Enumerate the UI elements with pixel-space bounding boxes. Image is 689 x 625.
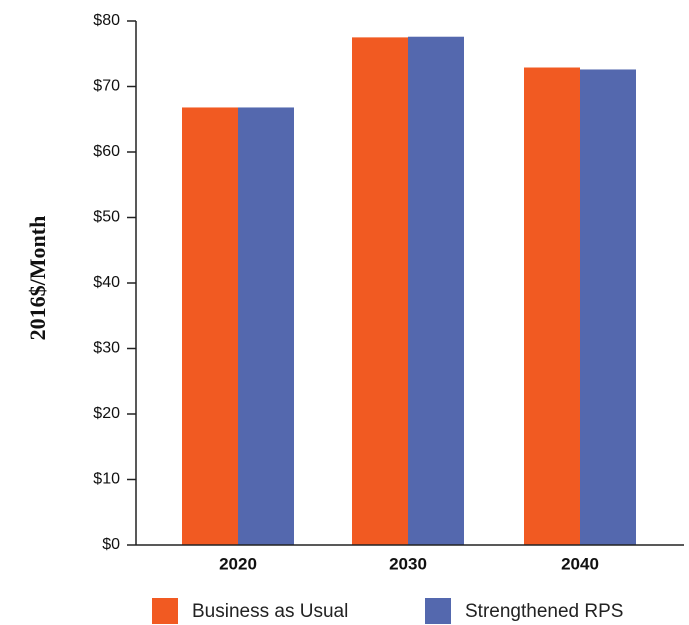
y-axis-label: 2016$/Month	[25, 216, 50, 341]
legend-swatch-business-as-usual	[152, 598, 178, 624]
bar-business-as-usual-2020	[182, 107, 238, 546]
y-tick-label: $50	[93, 209, 120, 226]
legend-label: Strengthened RPS	[465, 601, 623, 622]
x-tick-label: 2030	[389, 554, 427, 573]
bar-business-as-usual-2040	[524, 67, 580, 545]
bar-strengthened-rps-2040	[580, 69, 636, 545]
legend: Business as Usual Strengthened RPS	[152, 598, 623, 624]
legend-swatch-strengthened-rps	[425, 598, 451, 624]
bar-strengthened-rps-2020	[238, 107, 294, 546]
x-axis: 2020 2030 2040	[219, 554, 599, 573]
x-tick-label: 2020	[219, 554, 257, 573]
bars	[182, 36, 636, 546]
y-tick-label: $10	[93, 471, 120, 488]
y-axis: $0 $10 $20 $30 $40 $50 $60 $70 $80	[93, 12, 136, 553]
x-tick-label: 2040	[561, 554, 599, 573]
y-tick-label: $0	[102, 536, 120, 553]
y-tick-label: $20	[93, 405, 120, 422]
y-tick-label: $30	[93, 340, 120, 357]
bar-strengthened-rps-2030	[408, 36, 464, 545]
legend-label: Business as Usual	[192, 601, 348, 622]
y-tick-label: $80	[93, 12, 120, 29]
y-tick-label: $60	[93, 143, 120, 160]
bar-business-as-usual-2030	[352, 37, 408, 545]
y-tick-label: $40	[93, 274, 120, 291]
y-tick-label: $70	[93, 78, 120, 95]
